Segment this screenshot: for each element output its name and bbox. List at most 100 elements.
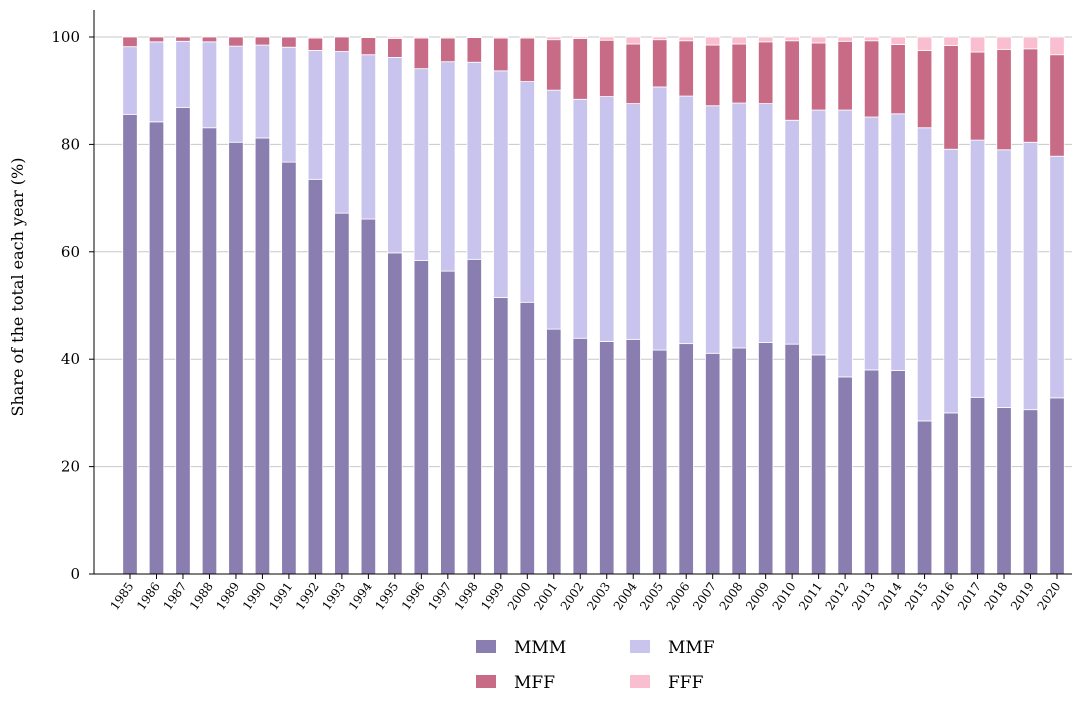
x-tick-label: 2009: [743, 580, 772, 613]
bar-segment-mmf-2004: [625, 103, 641, 340]
y-tick-label: 20: [61, 458, 80, 476]
bar-segment-mmf-2011: [810, 109, 827, 356]
y-axis-title: Share of the total each year (%): [8, 158, 27, 417]
bar-segment-mff-2006: [678, 40, 694, 97]
legend-swatch-mmf: [630, 640, 650, 653]
y-tick-label: 0: [70, 565, 80, 583]
bar-segment-mmm-1985: [122, 113, 138, 575]
bar-segment-mmf-1991: [281, 46, 297, 163]
bar-segment-mmf-2019: [1022, 141, 1039, 411]
bar-segment-mmf-1988: [201, 41, 218, 129]
legend-label-mmf: MMF: [668, 638, 715, 658]
bar-segment-fff-2017: [969, 36, 986, 53]
bar-segment-mmm-2013: [863, 369, 880, 575]
bar-segment-mmm-1991: [281, 161, 297, 575]
bar-segment-fff-2004: [625, 36, 641, 45]
legend: MMM MMF MFF FFF: [476, 638, 715, 693]
bar-segment-fff-2000: [519, 36, 535, 39]
x-tick-label: 2011: [796, 580, 825, 613]
bar-segment-mmm-2010: [784, 343, 800, 575]
x-tick-label: 1997: [425, 580, 454, 613]
x-tick-label: 2017: [955, 580, 984, 613]
bar-segment-mff-1988: [201, 36, 218, 43]
bar-segment-mff-1985: [122, 36, 138, 48]
bar-segment-mff-2002: [572, 38, 588, 100]
bar-segment-mmm-2002: [572, 337, 588, 575]
bar-segment-mmf-2002: [572, 98, 588, 339]
bar-segment-mmm-1995: [387, 252, 403, 575]
bar-segment-mmf-1994: [360, 54, 377, 220]
x-tick-label: 1992: [293, 580, 322, 613]
bar-segment-mmm-2015: [916, 420, 933, 575]
bar-segment-fff-2019: [1022, 36, 1039, 50]
bar-segment-mff-2018: [996, 48, 1012, 151]
bar-segment-fff-2010: [784, 36, 800, 42]
bar-segment-mmm-2017: [969, 396, 986, 575]
bar-segment-mmm-2001: [546, 328, 562, 575]
x-tick-label: 2015: [902, 580, 931, 613]
bar-segment-mmm-2012: [837, 376, 853, 575]
bar-segment-fff-1999: [493, 36, 509, 39]
x-tick-label: 2002: [558, 580, 587, 613]
legend-label-mmm: MMM: [514, 638, 566, 658]
x-tick-label: 1990: [240, 580, 269, 613]
bar-segment-mmf-2000: [519, 81, 535, 303]
bar-segment-fff-1992: [307, 36, 324, 39]
bar-segment-fff-2015: [916, 36, 933, 51]
bar-segment-mmf-2016: [943, 148, 959, 414]
x-tick-label: 1998: [452, 580, 481, 613]
bar-segment-mmm-1993: [334, 212, 350, 575]
bar-segment-fff-1995: [387, 36, 403, 40]
bar-segment-mmm-1987: [175, 106, 191, 575]
bar-segment-mmm-1988: [201, 127, 218, 575]
bar-segment-mmm-1999: [493, 297, 509, 575]
bar-segment-mff-1996: [413, 37, 429, 70]
bar-segment-mmf-2017: [969, 139, 986, 398]
x-tick-label: 2004: [611, 579, 640, 612]
bar-segment-mmf-2010: [784, 119, 800, 345]
bar-segment-mff-2004: [625, 43, 641, 104]
bar-segment-mff-2015: [916, 50, 933, 129]
bar-segment-mmf-2005: [652, 86, 668, 351]
x-tick-label: 1995: [372, 580, 401, 613]
bar-segment-mmm-2005: [652, 349, 668, 575]
bar-segment-mff-2005: [652, 39, 668, 88]
bar-segment-mmm-2014: [890, 370, 906, 575]
x-tick-label: 2012: [823, 580, 852, 613]
bar-segment-mff-2011: [810, 42, 827, 111]
bar-segment-mmf-2007: [705, 105, 721, 354]
bar-segment-mmm-2000: [519, 301, 535, 575]
bar-segment-fff-2012: [837, 36, 853, 42]
bar-segment-fff-2020: [1049, 36, 1065, 56]
bar-segment-mmm-2020: [1049, 397, 1065, 575]
x-tick-label: 2018: [981, 580, 1010, 613]
bar-segment-mmf-2001: [546, 89, 562, 330]
bar-segment-mff-1997: [440, 37, 456, 63]
bar-segment-mmf-1997: [440, 61, 456, 272]
bar-segment-mmm-1994: [360, 218, 377, 575]
bar-segment-mff-1994: [360, 37, 377, 56]
bar-segment-mmf-1998: [466, 61, 482, 260]
y-tick-label: 40: [61, 350, 80, 368]
y-tick-label: 60: [61, 243, 80, 261]
x-tick-label: 2016: [929, 580, 958, 613]
bar-segment-mff-1992: [307, 37, 324, 51]
y-tick-labels: 0 20 40 60 80 100: [51, 28, 80, 583]
bar-segment-mmf-1985: [122, 46, 138, 115]
x-tick-label: 1996: [399, 580, 428, 613]
bar-segment-mmf-1987: [175, 40, 191, 108]
bar-segment-mff-2016: [943, 45, 959, 150]
bar-segment-mff-2020: [1049, 54, 1065, 157]
bar-segment-fff-2013: [863, 36, 880, 42]
bar-segment-fff-2007: [705, 36, 721, 46]
bar-segment-mmm-2019: [1022, 409, 1039, 575]
bar-segment-fff-2014: [890, 36, 906, 45]
x-tick-label: 1999: [478, 580, 507, 613]
x-tick-label: 1991: [266, 580, 295, 613]
bar-segment-fff-1997: [440, 36, 456, 39]
bar-segment-mff-1998: [466, 37, 482, 63]
bar-segment-mmf-1999: [493, 70, 509, 298]
legend-swatch-fff: [630, 675, 650, 688]
